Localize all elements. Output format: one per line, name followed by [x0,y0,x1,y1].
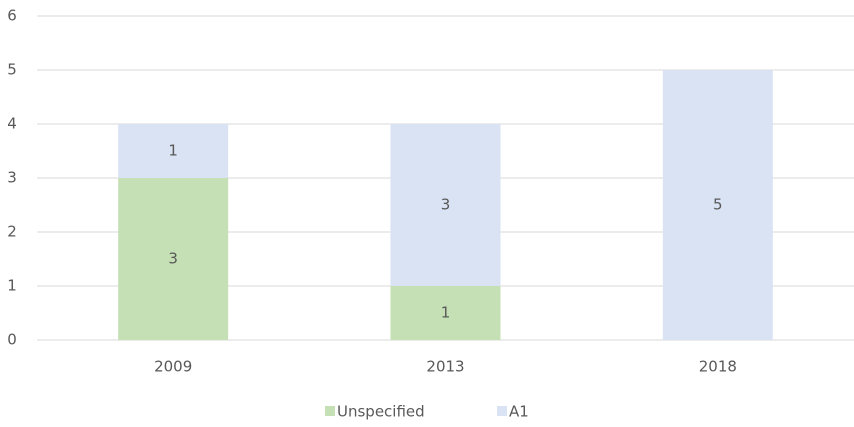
bar-segment [118,124,229,178]
data-label: 3 [441,196,451,214]
data-label: 1 [168,142,178,160]
y-tick-label: 4 [7,115,17,133]
y-tick-label: 6 [7,7,17,25]
y-tick-label: 5 [7,61,17,79]
legend-label: A1 [509,403,529,421]
x-tick-label: 2009 [154,358,192,376]
data-label: 1 [441,304,451,322]
x-tick-label: 2018 [699,358,737,376]
legend-swatch [497,406,507,416]
y-tick-label: 3 [7,169,17,187]
y-tick-label: 0 [7,331,17,349]
bar-segment [390,124,501,286]
legend-swatch [325,406,335,416]
y-tick-label: 1 [7,277,17,295]
bar-segment [118,178,229,340]
y-tick-label: 2 [7,223,17,241]
x-tick-label: 2013 [426,358,464,376]
legend-label: Unspecified [337,403,425,421]
bar-segment [390,286,501,340]
bar-segment [662,70,773,340]
data-label: 5 [713,196,723,214]
data-label: 3 [168,250,178,268]
